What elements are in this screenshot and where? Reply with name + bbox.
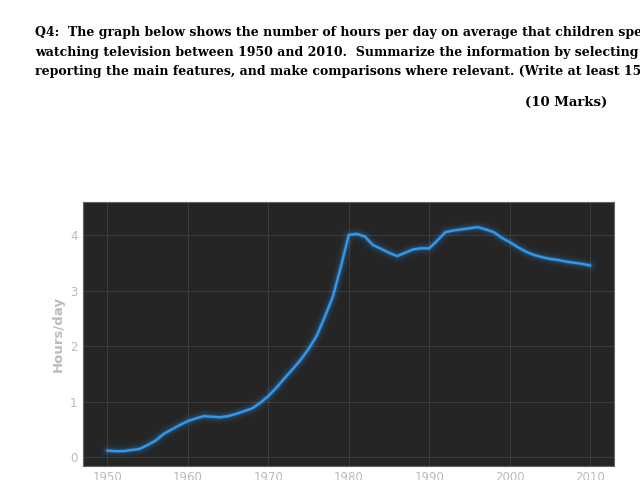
Text: reporting the main features, and make comparisons where relevant. (Write at leas: reporting the main features, and make co… — [35, 65, 640, 78]
Text: Q4:  The graph below shows the number of hours per day on average that children : Q4: The graph below shows the number of … — [35, 26, 640, 39]
Title: Children’s Televisions viewing: Children’s Televisions viewing — [208, 178, 490, 196]
Text: (10 Marks): (10 Marks) — [525, 96, 607, 109]
Y-axis label: Hours/day: Hours/day — [52, 296, 65, 372]
Text: watching television between 1950 and 2010.  Summarize the information by selecti: watching television between 1950 and 201… — [35, 46, 640, 59]
